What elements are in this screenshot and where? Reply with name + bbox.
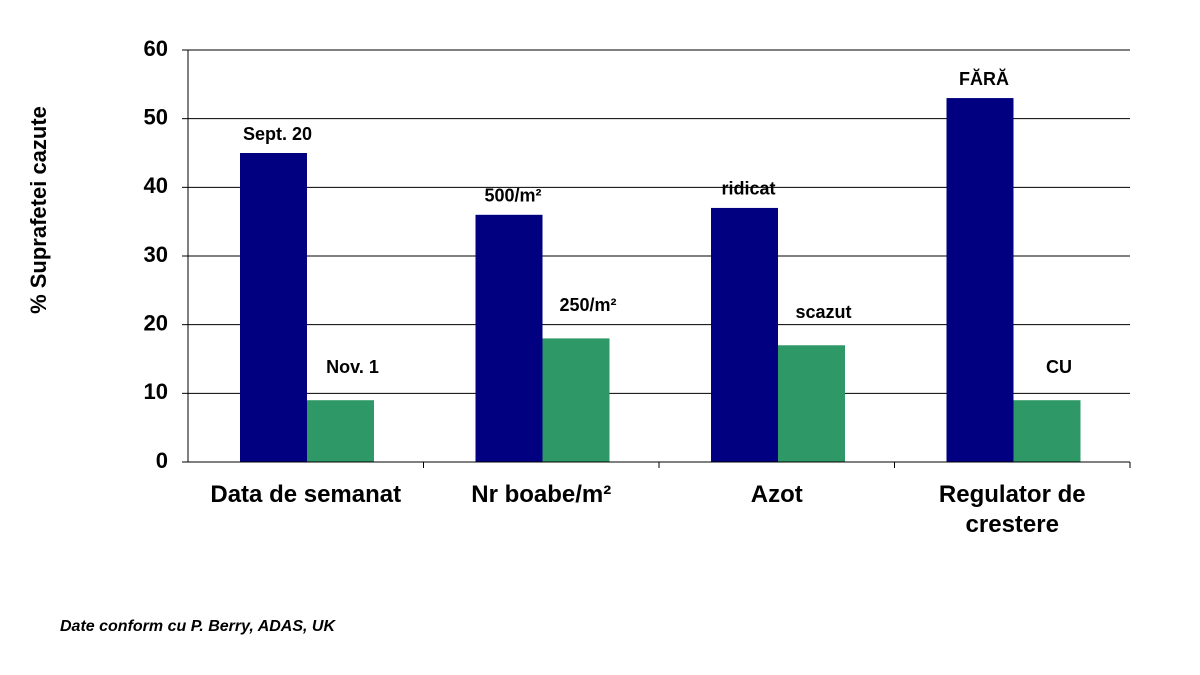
x-tick-label: Data de semanat bbox=[210, 481, 402, 508]
bar-annotation: FĂRĂ bbox=[959, 68, 1009, 89]
bar-annotation: ridicat bbox=[721, 179, 775, 199]
y-axis-label: % Suprafetei cazute bbox=[26, 106, 51, 314]
y-tick-label: 20 bbox=[144, 310, 168, 335]
bar bbox=[475, 214, 543, 462]
bar-annotation: scazut bbox=[795, 302, 851, 322]
bar bbox=[946, 98, 1014, 463]
bar-annotation: CU bbox=[1046, 357, 1072, 377]
y-tick-label: 30 bbox=[144, 242, 168, 267]
bar bbox=[778, 345, 845, 462]
bar bbox=[711, 207, 778, 462]
bar bbox=[1013, 400, 1081, 462]
bar-annotation: Nov. 1 bbox=[326, 357, 379, 377]
source-note: Date conform cu P. Berry, ADAS, UK bbox=[60, 618, 336, 635]
bar-annotation: Sept. 20 bbox=[243, 124, 312, 144]
bar bbox=[542, 338, 610, 462]
y-tick-label: 40 bbox=[144, 173, 168, 198]
x-tick-label: Azot bbox=[750, 481, 803, 508]
bar bbox=[307, 400, 374, 462]
y-tick-label: 10 bbox=[144, 379, 168, 404]
bar bbox=[240, 153, 307, 462]
y-tick-label: 50 bbox=[144, 104, 168, 129]
x-tick-label: Nr boabe/m² bbox=[471, 481, 612, 508]
bar-annotation: 500/m² bbox=[484, 186, 541, 206]
y-tick-label: 60 bbox=[144, 36, 168, 61]
x-tick-label: Regulator de crestere bbox=[938, 481, 1086, 538]
bar-annotation: 250/m² bbox=[559, 295, 616, 315]
y-tick-label: 0 bbox=[156, 448, 168, 473]
